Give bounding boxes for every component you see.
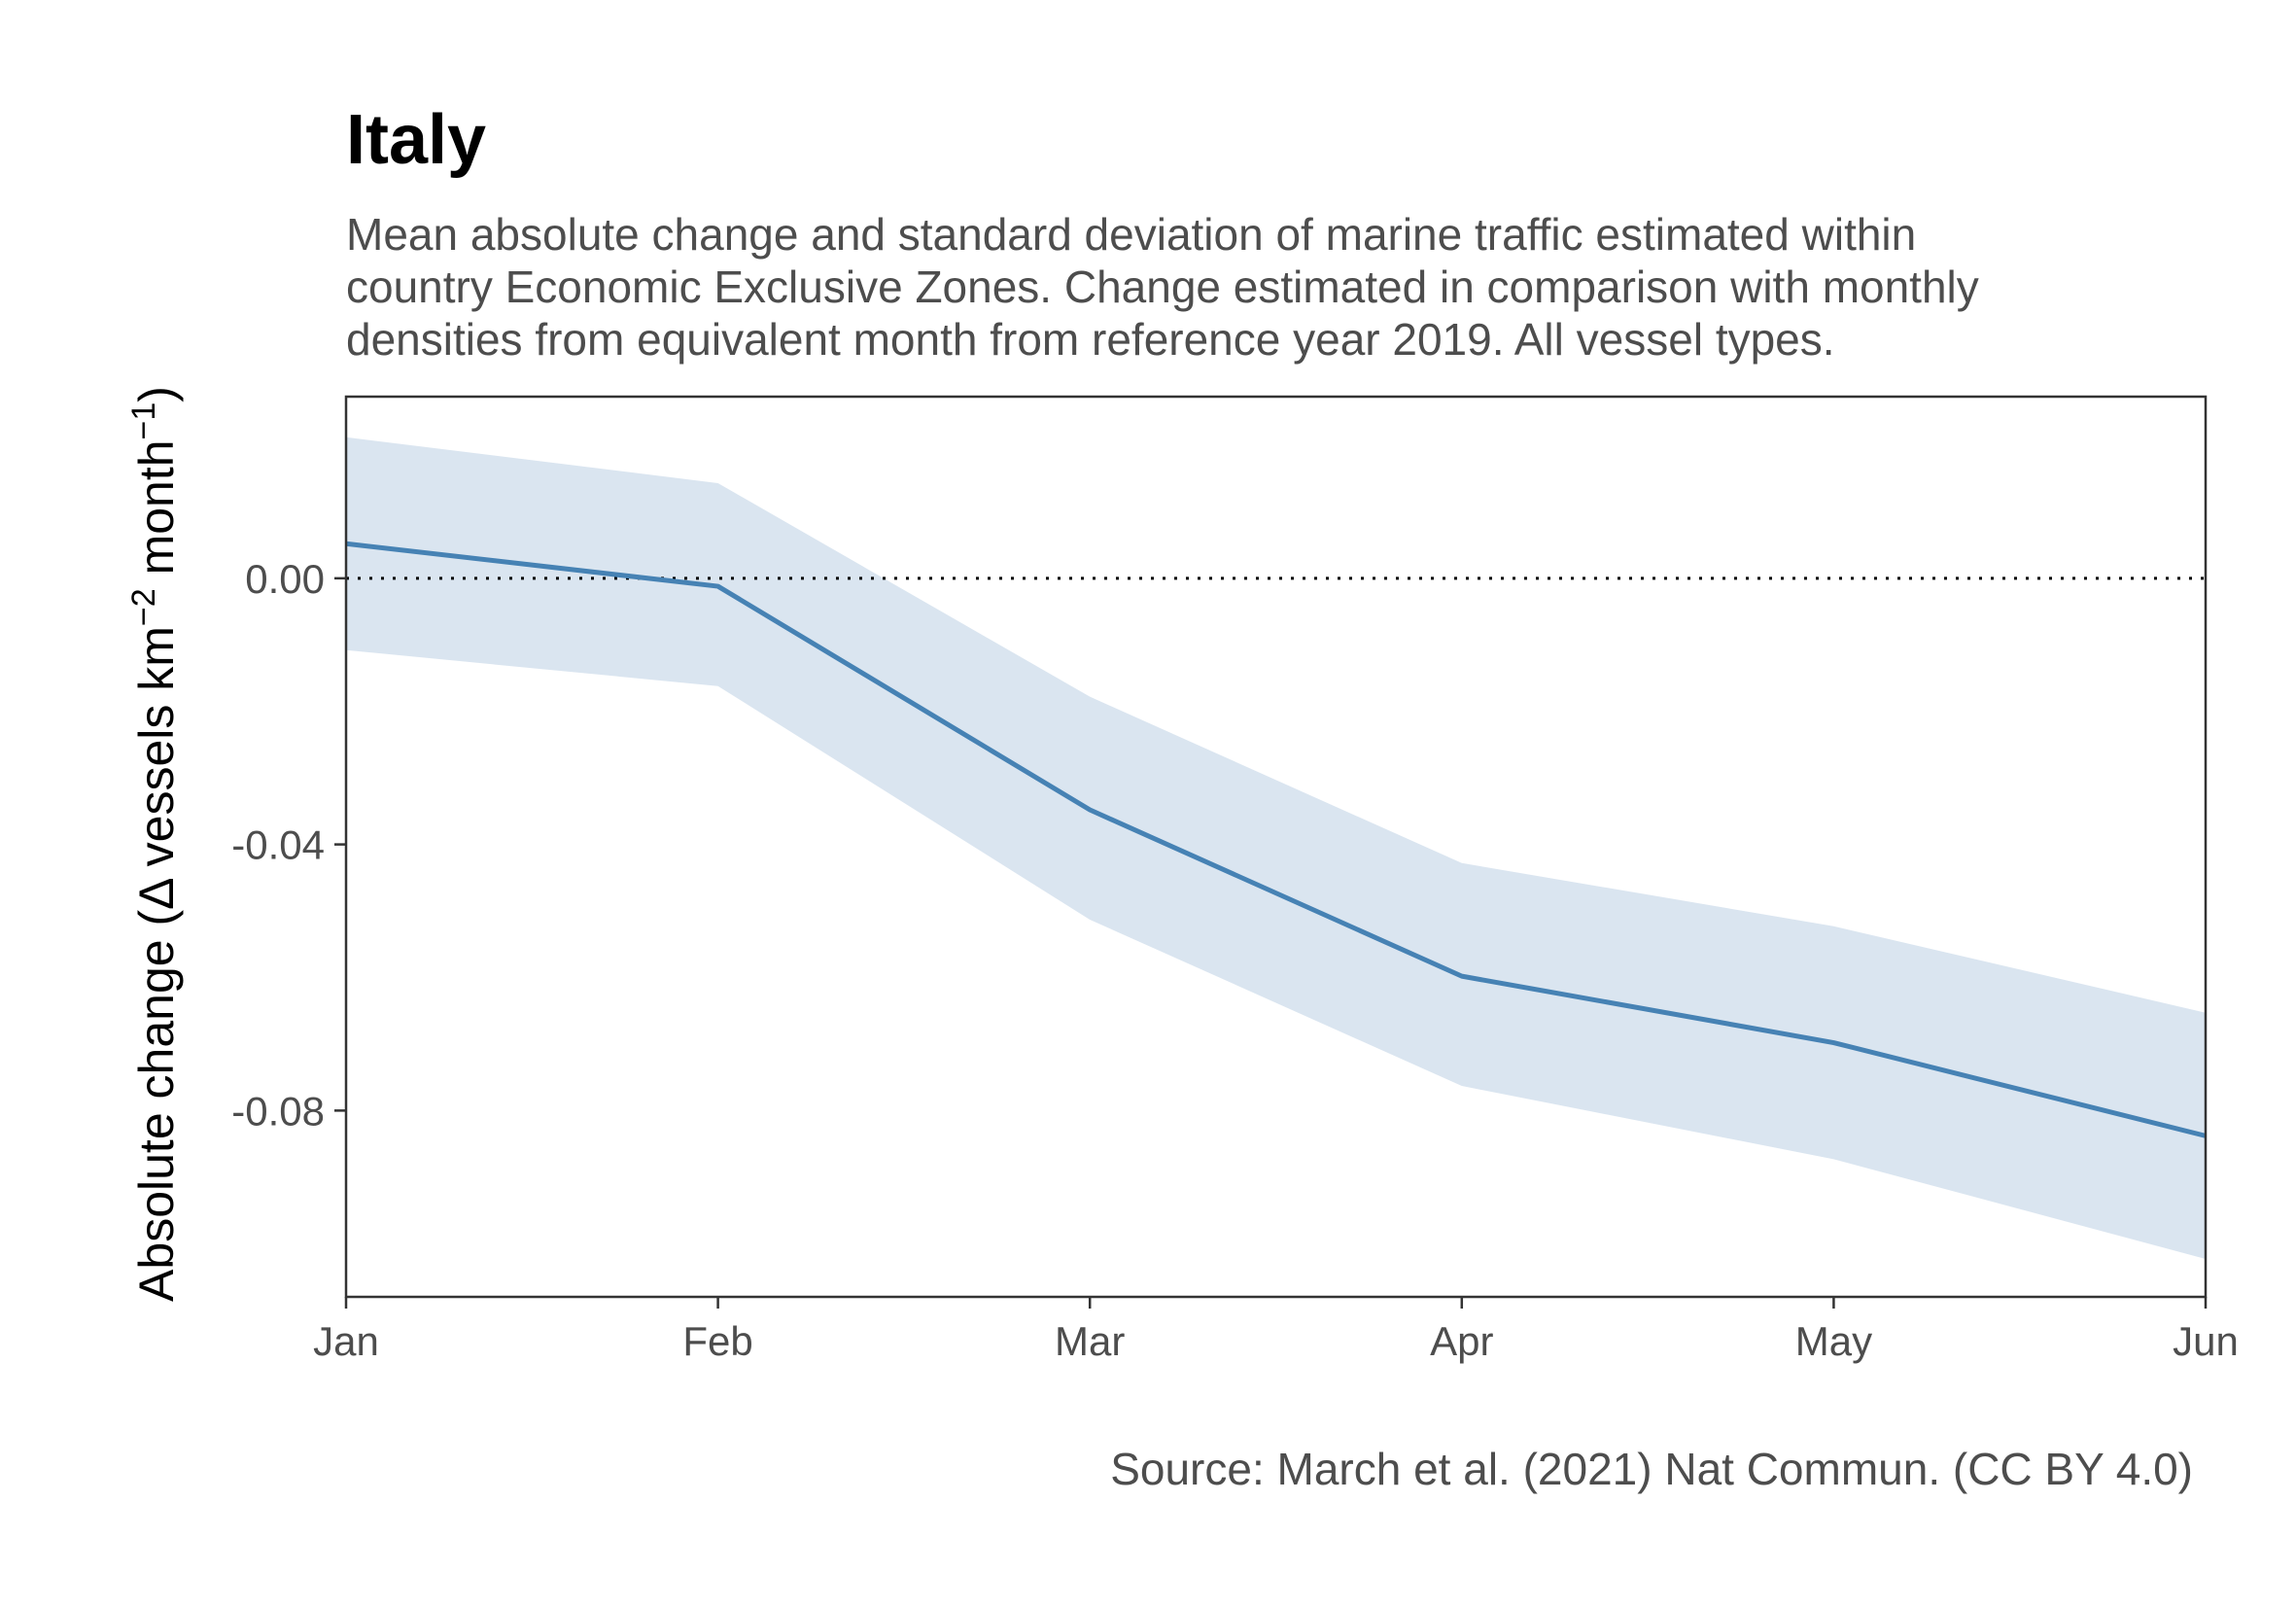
x-tick-label-feb: Feb (682, 1318, 752, 1364)
y-axis-title-prefix: Absolute change ( (129, 910, 184, 1302)
mean-line (345, 541, 2207, 1138)
subtitle-line-1: Mean absolute change and standard deviat… (346, 209, 1917, 260)
subtitle-line-3: densities from equivalent month from ref… (346, 314, 1835, 365)
y-axis-title-unit-month: month (129, 439, 184, 588)
y-axis-title-unit-km: vessels km (129, 626, 184, 880)
x-tick-label-jun: Jun (2173, 1318, 2239, 1364)
subtitle-line-2: country Economic Exclusive Zones. Change… (346, 262, 1979, 312)
y-axis-title-exponent-km: −2 (125, 588, 162, 626)
chart-title: Italy (346, 101, 487, 179)
x-tick-label-apr: Apr (1430, 1318, 1493, 1364)
y-axis-title-suffix: ) (129, 386, 184, 402)
chart-subtitle: Mean absolute change and standard deviat… (346, 208, 2193, 366)
y-tick-label-0: 0.00 (245, 556, 325, 602)
y-axis-title-delta: Δ (129, 879, 184, 910)
y-tick-label-1: -0.04 (231, 822, 325, 868)
sd-band (346, 437, 2206, 1259)
y-axis-title: Absolute change (Δ vessels km−2 month−1) (125, 386, 184, 1302)
y-axis-title-exponent-month: −1 (125, 402, 162, 440)
tick-layer (334, 576, 2208, 1309)
chart-caption: Source: March et al. (2021) Nat Commun. … (1110, 1444, 2193, 1494)
band-layer (346, 437, 2206, 1259)
x-tick-label-mar: Mar (1055, 1318, 1125, 1364)
x-tick-label-may: May (1795, 1318, 1872, 1364)
y-tick-label-2: -0.08 (231, 1088, 325, 1134)
label-layer: Jan Feb Mar Apr May Jun 0.00 -0.04 -0.08 (231, 556, 2239, 1364)
line-layer (345, 541, 2207, 1138)
x-tick-label-jan: Jan (313, 1318, 379, 1364)
panel-border (344, 395, 2208, 1299)
